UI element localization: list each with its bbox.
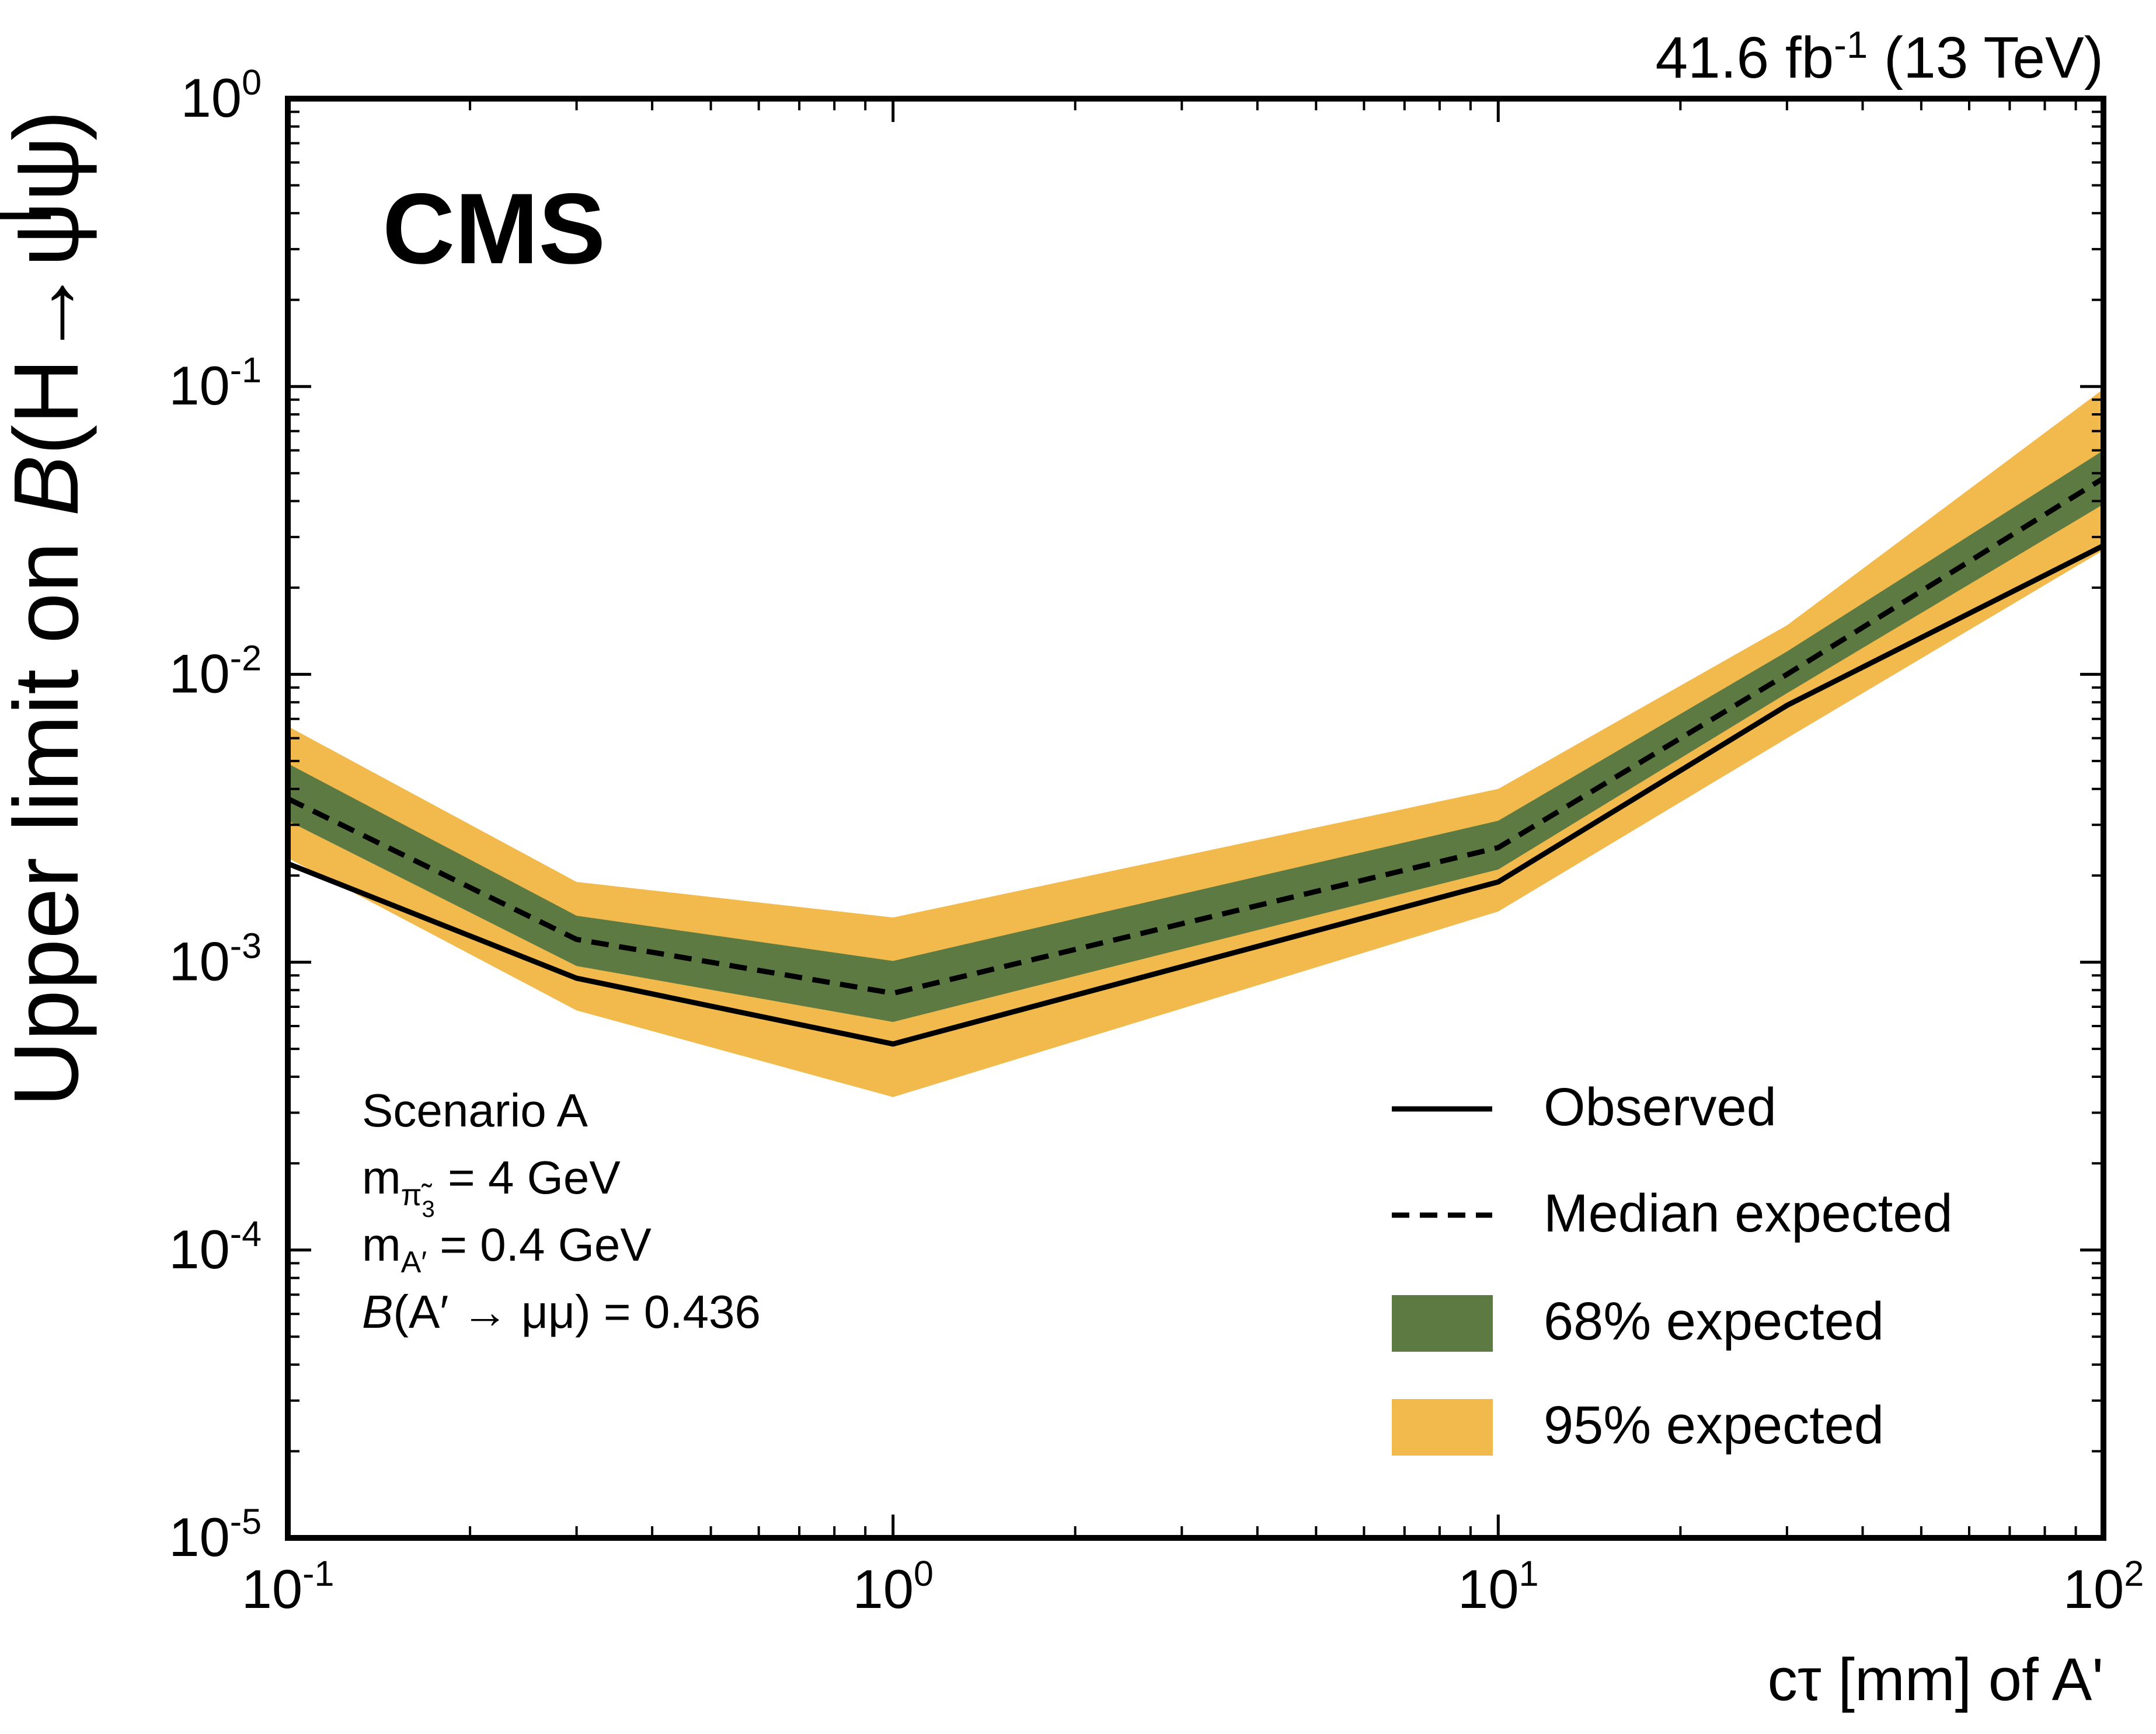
svg-text:cτ [mm] of A': cτ [mm] of A'	[1768, 1646, 2103, 1713]
svg-text:41.6 fb-1 (13 TeV): 41.6 fb-1 (13 TeV)	[1655, 23, 2103, 90]
svg-text:CMS: CMS	[382, 173, 605, 285]
svg-text:Median expected: Median expected	[1544, 1184, 1953, 1243]
svg-text:68% expected: 68% expected	[1544, 1292, 1884, 1351]
svg-text:Observed: Observed	[1544, 1077, 1777, 1137]
svg-text:): )	[0, 110, 97, 141]
svg-text:95% expected: 95% expected	[1544, 1395, 1884, 1455]
svg-text:Scenario A: Scenario A	[362, 1084, 588, 1136]
svg-text:B(A′ → μμ) = 0.436: B(A′ → μμ) = 0.436	[362, 1286, 761, 1338]
svg-text:Upper limit on B(H→ψψ: Upper limit on B(H→ψψ	[0, 136, 97, 1107]
